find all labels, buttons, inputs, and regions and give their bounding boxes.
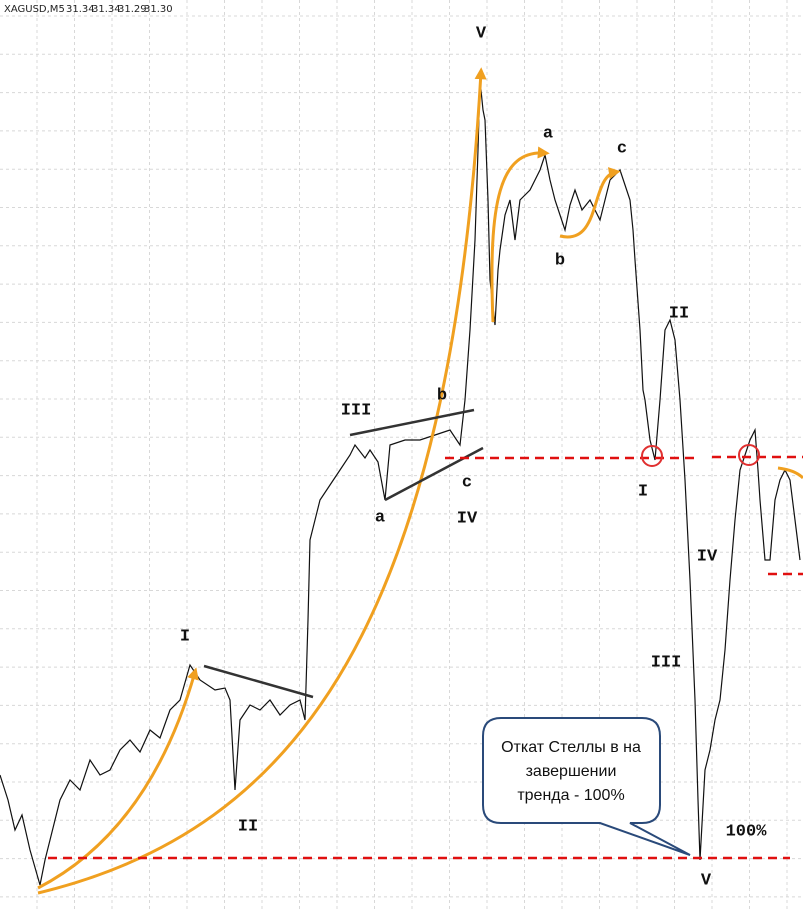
wave-curve — [37, 667, 199, 890]
trend-curve — [37, 67, 487, 895]
wave-label: II — [669, 304, 689, 323]
trend-line — [349, 408, 475, 437]
callout-box — [482, 717, 691, 856]
wave-curve — [777, 466, 803, 480]
callout-text: завершении — [526, 763, 617, 780]
wave-label: II — [238, 817, 258, 836]
callout-text: тренда - 100% — [517, 787, 624, 804]
quote: 31.34 — [92, 4, 121, 15]
wave-label: V — [701, 871, 712, 890]
wave-label: III — [341, 401, 372, 420]
wave-label: a — [543, 124, 553, 143]
trend-lines — [203, 408, 484, 699]
wave-label: 100% — [726, 822, 768, 841]
wave-curves — [37, 67, 803, 895]
quote: 31.30 — [144, 4, 173, 15]
trend-line — [203, 664, 314, 699]
wave-label: I — [180, 627, 190, 646]
wave-label: III — [651, 653, 682, 672]
symbol: XAGUSD,M5 — [4, 4, 65, 15]
wave-label: IV — [457, 509, 478, 528]
callout: Откат Стеллы в на завершении тренда - 10… — [482, 717, 691, 856]
quote: 31.29 — [118, 4, 147, 15]
levels — [48, 455, 803, 860]
marker-circle — [738, 444, 760, 466]
wave-label: b — [555, 251, 565, 270]
price-line — [0, 79, 801, 886]
marker-circle — [641, 445, 663, 467]
trend-line — [384, 446, 484, 502]
wave-label: c — [617, 139, 627, 158]
wave-label: V — [476, 24, 487, 43]
wave-label: b — [437, 386, 447, 405]
wave-label: c — [462, 473, 472, 492]
wave-label: I — [638, 482, 648, 501]
wave-label: a — [375, 508, 385, 527]
wave-curve — [490, 146, 550, 323]
quote: 31.34 — [66, 4, 95, 15]
wave-curve — [559, 167, 621, 239]
wave-label: IV — [697, 547, 718, 566]
callout-text: Откат Стеллы в на — [501, 739, 641, 756]
